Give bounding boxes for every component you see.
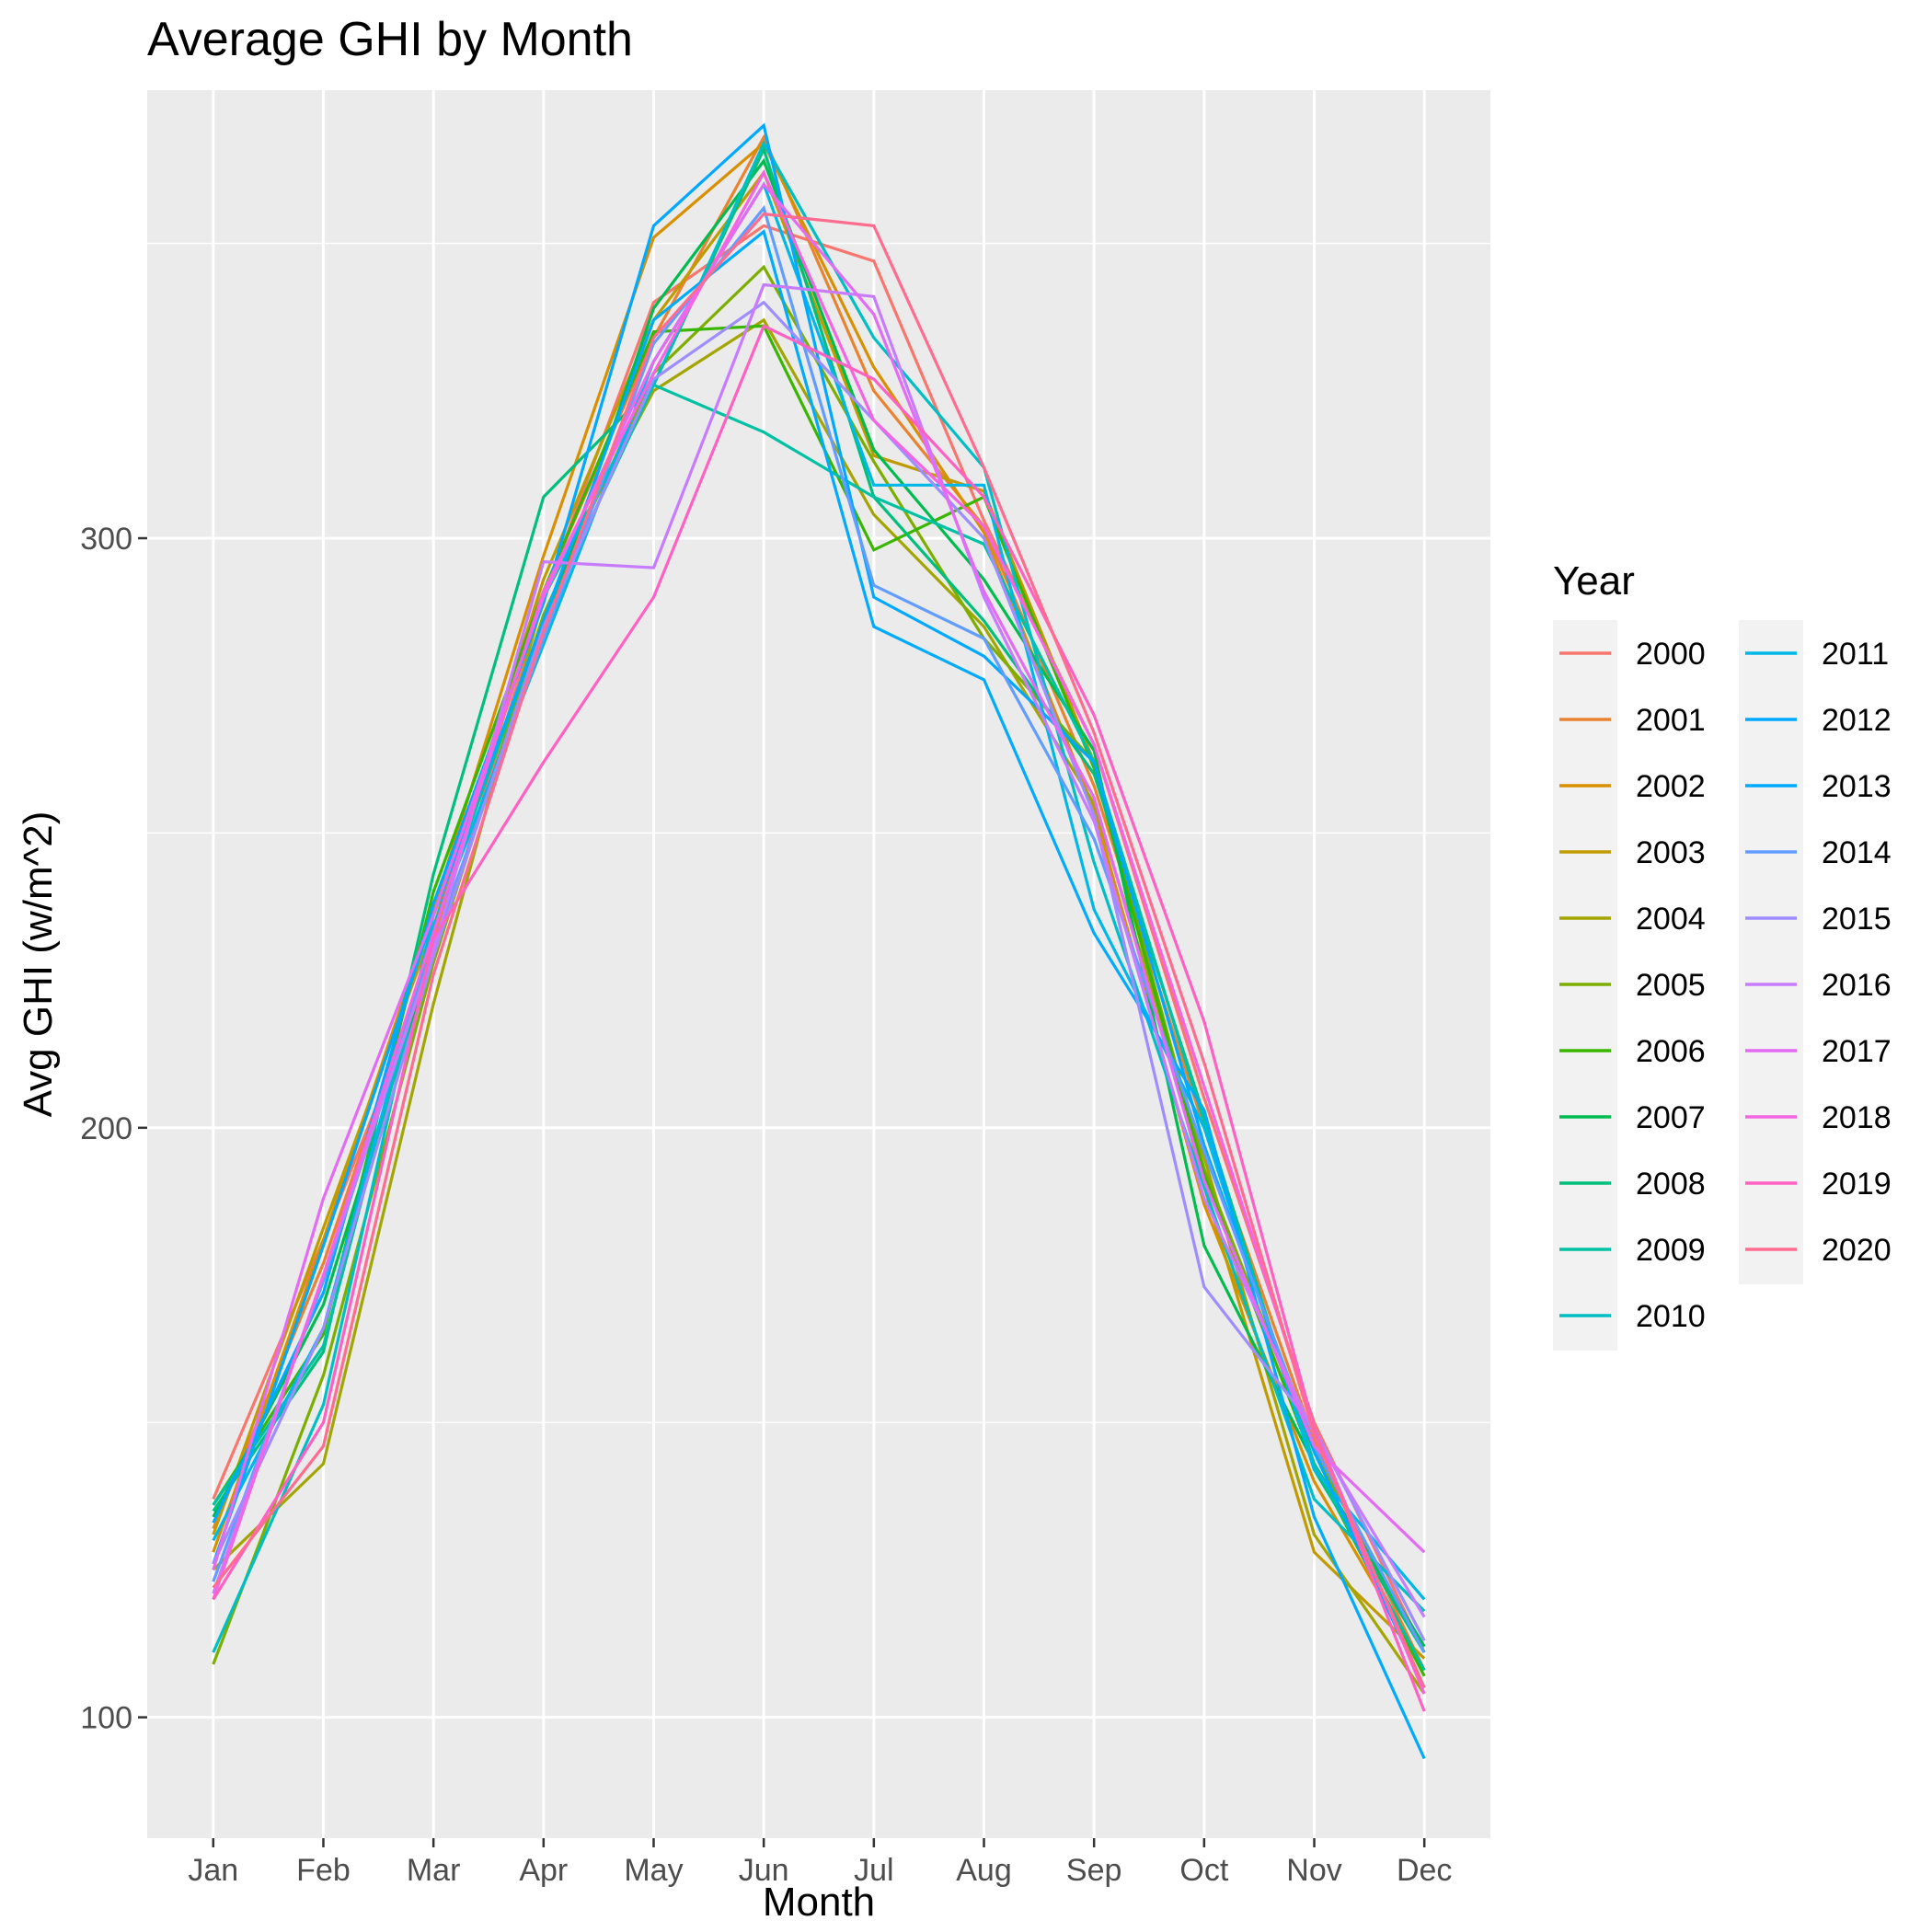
y-axis: 100 200 300 xyxy=(80,522,147,1736)
legend-label: 2014 xyxy=(1822,835,1892,870)
legend-keys-background xyxy=(1739,620,1803,1284)
legend-label: 2019 xyxy=(1822,1167,1892,1202)
legend-item-2005: 2005 xyxy=(1559,968,1706,1003)
y-tick-label: 100 xyxy=(80,1701,132,1736)
legend-item-2002: 2002 xyxy=(1559,769,1706,804)
legend-label: 2001 xyxy=(1636,703,1706,738)
legend-label: 2016 xyxy=(1822,968,1892,1003)
series-line-2018 xyxy=(212,169,1426,1695)
x-tick-label: Jun xyxy=(739,1853,789,1888)
series-line-2017 xyxy=(212,181,1426,1570)
series-line-2020 xyxy=(212,212,1426,1689)
legend-label: 2011 xyxy=(1822,637,1889,672)
legend-items: 2000 2001 2002 2003 2004 2005 2006 2007 2008 2009… xyxy=(1559,637,1892,1334)
legend-item-2010: 2010 xyxy=(1559,1299,1706,1334)
x-tick-label: Mar xyxy=(407,1853,461,1888)
x-tick-label: Feb xyxy=(296,1853,351,1888)
x-tick-label: Apr xyxy=(519,1853,568,1888)
y-tick-label: 300 xyxy=(80,522,132,557)
y-tick-label: 200 xyxy=(80,1111,132,1146)
legend-item-2009: 2009 xyxy=(1559,1233,1706,1268)
legend-title: Year xyxy=(1553,558,1635,604)
legend-item-2018: 2018 xyxy=(1745,1100,1892,1135)
legend-item-2013: 2013 xyxy=(1745,769,1892,804)
legend-label: 2018 xyxy=(1822,1100,1892,1135)
legend-label: 2020 xyxy=(1822,1233,1892,1268)
legend-label: 2010 xyxy=(1636,1299,1706,1334)
legend-label: 2003 xyxy=(1636,835,1706,870)
major-gridlines xyxy=(147,90,1490,1838)
legend-label: 2006 xyxy=(1636,1034,1706,1069)
legend-item-2019: 2019 xyxy=(1745,1167,1892,1202)
legend-label: 2017 xyxy=(1822,1034,1892,1069)
x-tick-label: Oct xyxy=(1179,1853,1228,1888)
legend-item-2004: 2004 xyxy=(1559,902,1706,937)
legend-item-2008: 2008 xyxy=(1559,1167,1706,1202)
series-line-2003 xyxy=(212,169,1426,1660)
legend-item-2020: 2020 xyxy=(1745,1233,1892,1268)
series-lines xyxy=(212,122,1426,1760)
series-line-2016 xyxy=(212,282,1426,1618)
x-tick-label: Sep xyxy=(1066,1853,1122,1888)
legend-label: 2013 xyxy=(1822,769,1892,804)
legend-item-2000: 2000 xyxy=(1559,637,1706,672)
series-line-2019 xyxy=(212,324,1426,1712)
x-tick-label: Jul xyxy=(854,1853,893,1888)
legend-item-2006: 2006 xyxy=(1559,1034,1706,1069)
legend-item-2016: 2016 xyxy=(1745,968,1892,1003)
legend-label: 2012 xyxy=(1822,703,1892,738)
series-line-2013 xyxy=(212,229,1426,1760)
legend-label: 2008 xyxy=(1636,1167,1706,1202)
x-tick-label: May xyxy=(624,1853,683,1888)
legend-label: 2004 xyxy=(1636,902,1706,937)
legend-label: 2005 xyxy=(1636,968,1706,1003)
chart-title: Average GHI by Month xyxy=(147,13,633,66)
legend-item-2014: 2014 xyxy=(1745,835,1892,870)
x-tick-label: Dec xyxy=(1397,1853,1452,1888)
legend-item-2011: 2011 xyxy=(1745,637,1889,672)
legend-item-2001: 2001 xyxy=(1559,703,1706,738)
x-tick-label: Nov xyxy=(1286,1853,1341,1888)
legend-label: 2009 xyxy=(1636,1233,1706,1268)
legend-item-2015: 2015 xyxy=(1745,902,1892,937)
legend-label: 2002 xyxy=(1636,769,1706,804)
legend-item-2003: 2003 xyxy=(1559,835,1706,870)
x-axis-title: Month xyxy=(763,1880,875,1925)
series-line-2007 xyxy=(212,157,1426,1648)
legend-item-2007: 2007 xyxy=(1559,1100,1706,1135)
legend: Year 20002001200220032004200520062007200… xyxy=(1553,558,1892,1351)
legend-item-2012: 2012 xyxy=(1745,703,1892,738)
legend-label: 2015 xyxy=(1822,902,1892,937)
legend-item-2017: 2017 xyxy=(1745,1034,1892,1069)
y-axis-title: Avg GHI (w/m^2) xyxy=(16,811,61,1118)
legend-label: 2007 xyxy=(1636,1100,1706,1135)
x-axis: Jan Feb Mar Apr May Jun Jul Aug Sep Oct Nov Dec xyxy=(188,1838,1452,1888)
x-tick-label: Aug xyxy=(956,1853,1012,1888)
x-tick-label: Jan xyxy=(188,1853,238,1888)
plot-panel xyxy=(147,90,1490,1838)
legend-label: 2000 xyxy=(1636,637,1706,672)
